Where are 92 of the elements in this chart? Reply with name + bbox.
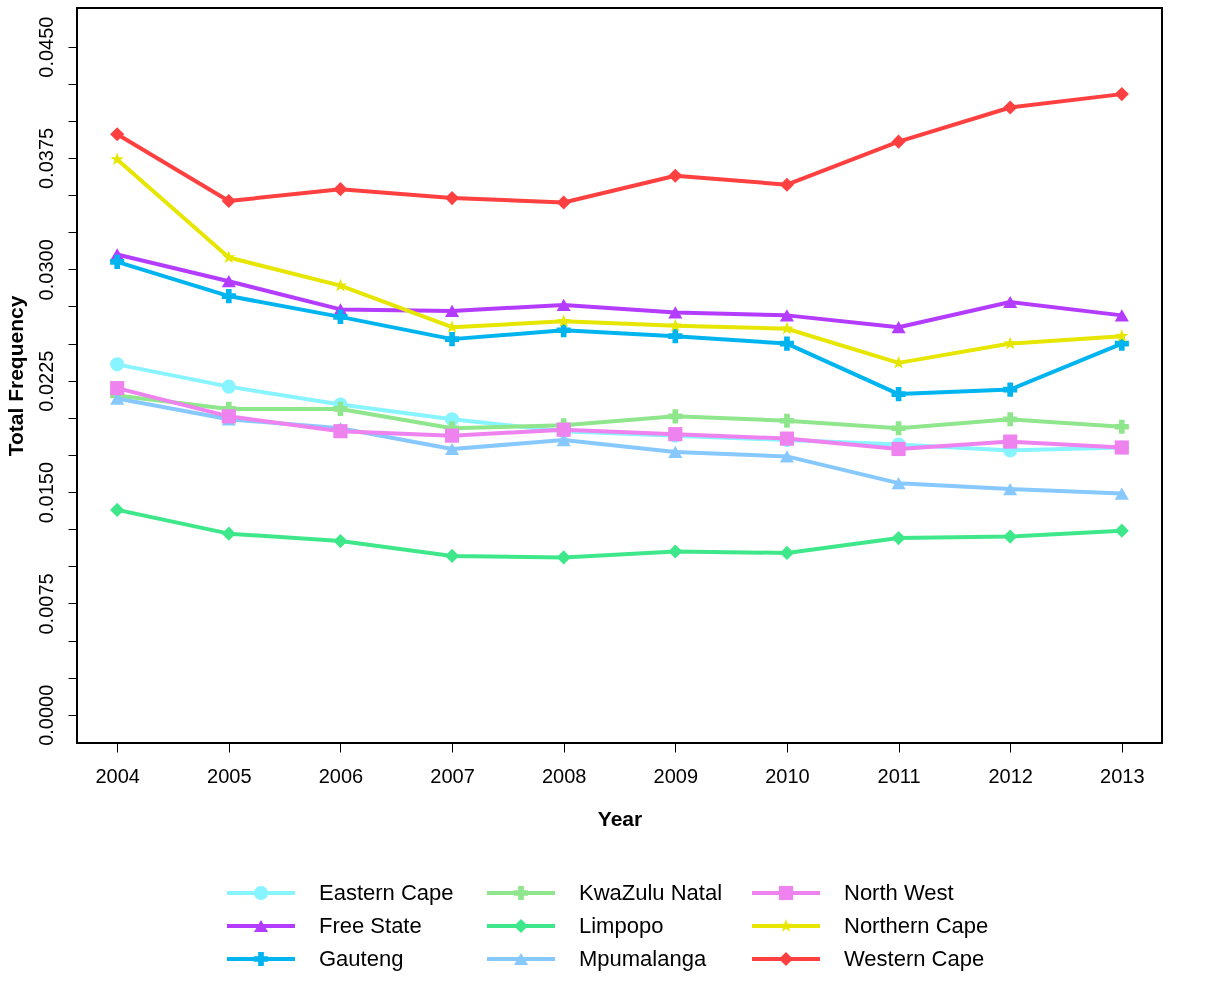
point — [1003, 412, 1018, 427]
x-tick-label: 2004 — [95, 764, 140, 787]
point — [333, 424, 348, 439]
point — [668, 168, 683, 183]
x-tick-label: 2013 — [1100, 764, 1145, 787]
point — [333, 401, 348, 416]
point — [333, 533, 348, 549]
point — [891, 477, 906, 490]
y-tick-label: 0.0000 — [34, 684, 57, 746]
point — [1003, 336, 1017, 350]
point — [1115, 329, 1129, 342]
point — [779, 336, 795, 351]
legend-label: Free State — [319, 913, 422, 938]
point — [333, 309, 348, 324]
y-tick-label: 0.0375 — [34, 127, 57, 190]
point — [779, 450, 795, 463]
point — [221, 526, 236, 541]
x-tick-label: 2009 — [653, 764, 699, 787]
x-axis-title: Year — [597, 806, 643, 830]
point — [1003, 529, 1018, 544]
point — [779, 413, 795, 428]
point — [556, 550, 571, 565]
point — [668, 544, 683, 559]
y-tick-label: 0.0450 — [34, 16, 57, 78]
y-tick-label: 0.0300 — [34, 239, 57, 301]
point — [221, 409, 236, 424]
x-tick-label: 2007 — [430, 764, 475, 787]
point — [222, 250, 236, 264]
y-tick-label: 0.0075 — [34, 573, 57, 635]
point — [444, 442, 460, 456]
x-tick-label: 2012 — [988, 764, 1033, 787]
legend-label: Western Cape — [844, 946, 985, 971]
point — [1003, 434, 1018, 449]
point — [668, 445, 683, 459]
point — [221, 379, 236, 394]
point — [668, 306, 683, 319]
point — [891, 531, 906, 546]
legend-label: KwaZulu Natal — [579, 880, 723, 905]
point — [779, 177, 795, 192]
point — [668, 318, 683, 332]
point — [779, 309, 795, 322]
x-tick-label: 2006 — [318, 764, 364, 787]
point — [110, 127, 125, 142]
point — [221, 275, 236, 288]
point — [1114, 309, 1129, 322]
point — [110, 152, 124, 166]
y-axis-title: Total Frequency — [3, 295, 27, 457]
y-tick-label: 0.0150 — [34, 461, 57, 524]
x-tick-label: 2010 — [765, 764, 810, 787]
point — [1114, 87, 1129, 102]
x-tick-label: 2008 — [541, 764, 587, 787]
point — [221, 288, 236, 304]
legend-label: Limpopo — [579, 913, 664, 938]
point — [891, 421, 906, 436]
point — [780, 321, 794, 335]
point — [110, 254, 125, 269]
point — [110, 502, 125, 517]
point — [891, 134, 906, 149]
point — [1003, 100, 1018, 115]
point — [556, 323, 571, 338]
point — [221, 193, 236, 209]
point — [444, 190, 460, 206]
legend-label: Mpumalanga — [579, 946, 707, 971]
point — [668, 409, 683, 424]
point — [110, 381, 125, 396]
legend-label: Gauteng — [319, 946, 404, 971]
point — [110, 357, 125, 372]
point — [444, 304, 460, 318]
legend-label: North West — [844, 880, 954, 905]
x-tick-label: 2005 — [207, 764, 252, 787]
point — [1114, 487, 1129, 500]
point — [891, 321, 906, 334]
point — [1003, 382, 1018, 397]
y-tick-label: 0.0225 — [34, 350, 57, 412]
point — [1003, 295, 1018, 309]
point — [333, 182, 348, 197]
point — [1003, 482, 1018, 496]
point — [444, 548, 460, 563]
legend-label: Eastern Cape — [319, 880, 454, 905]
point — [1114, 523, 1129, 538]
point — [556, 314, 571, 328]
point — [668, 329, 683, 344]
x-tick-label: 2011 — [877, 764, 921, 787]
point — [444, 428, 460, 443]
point — [1114, 419, 1129, 434]
legend-label: Northern Cape — [844, 913, 989, 938]
point — [891, 386, 906, 402]
point — [891, 441, 906, 457]
point — [556, 195, 571, 210]
point — [444, 332, 460, 347]
point — [556, 298, 571, 312]
point — [779, 545, 795, 561]
